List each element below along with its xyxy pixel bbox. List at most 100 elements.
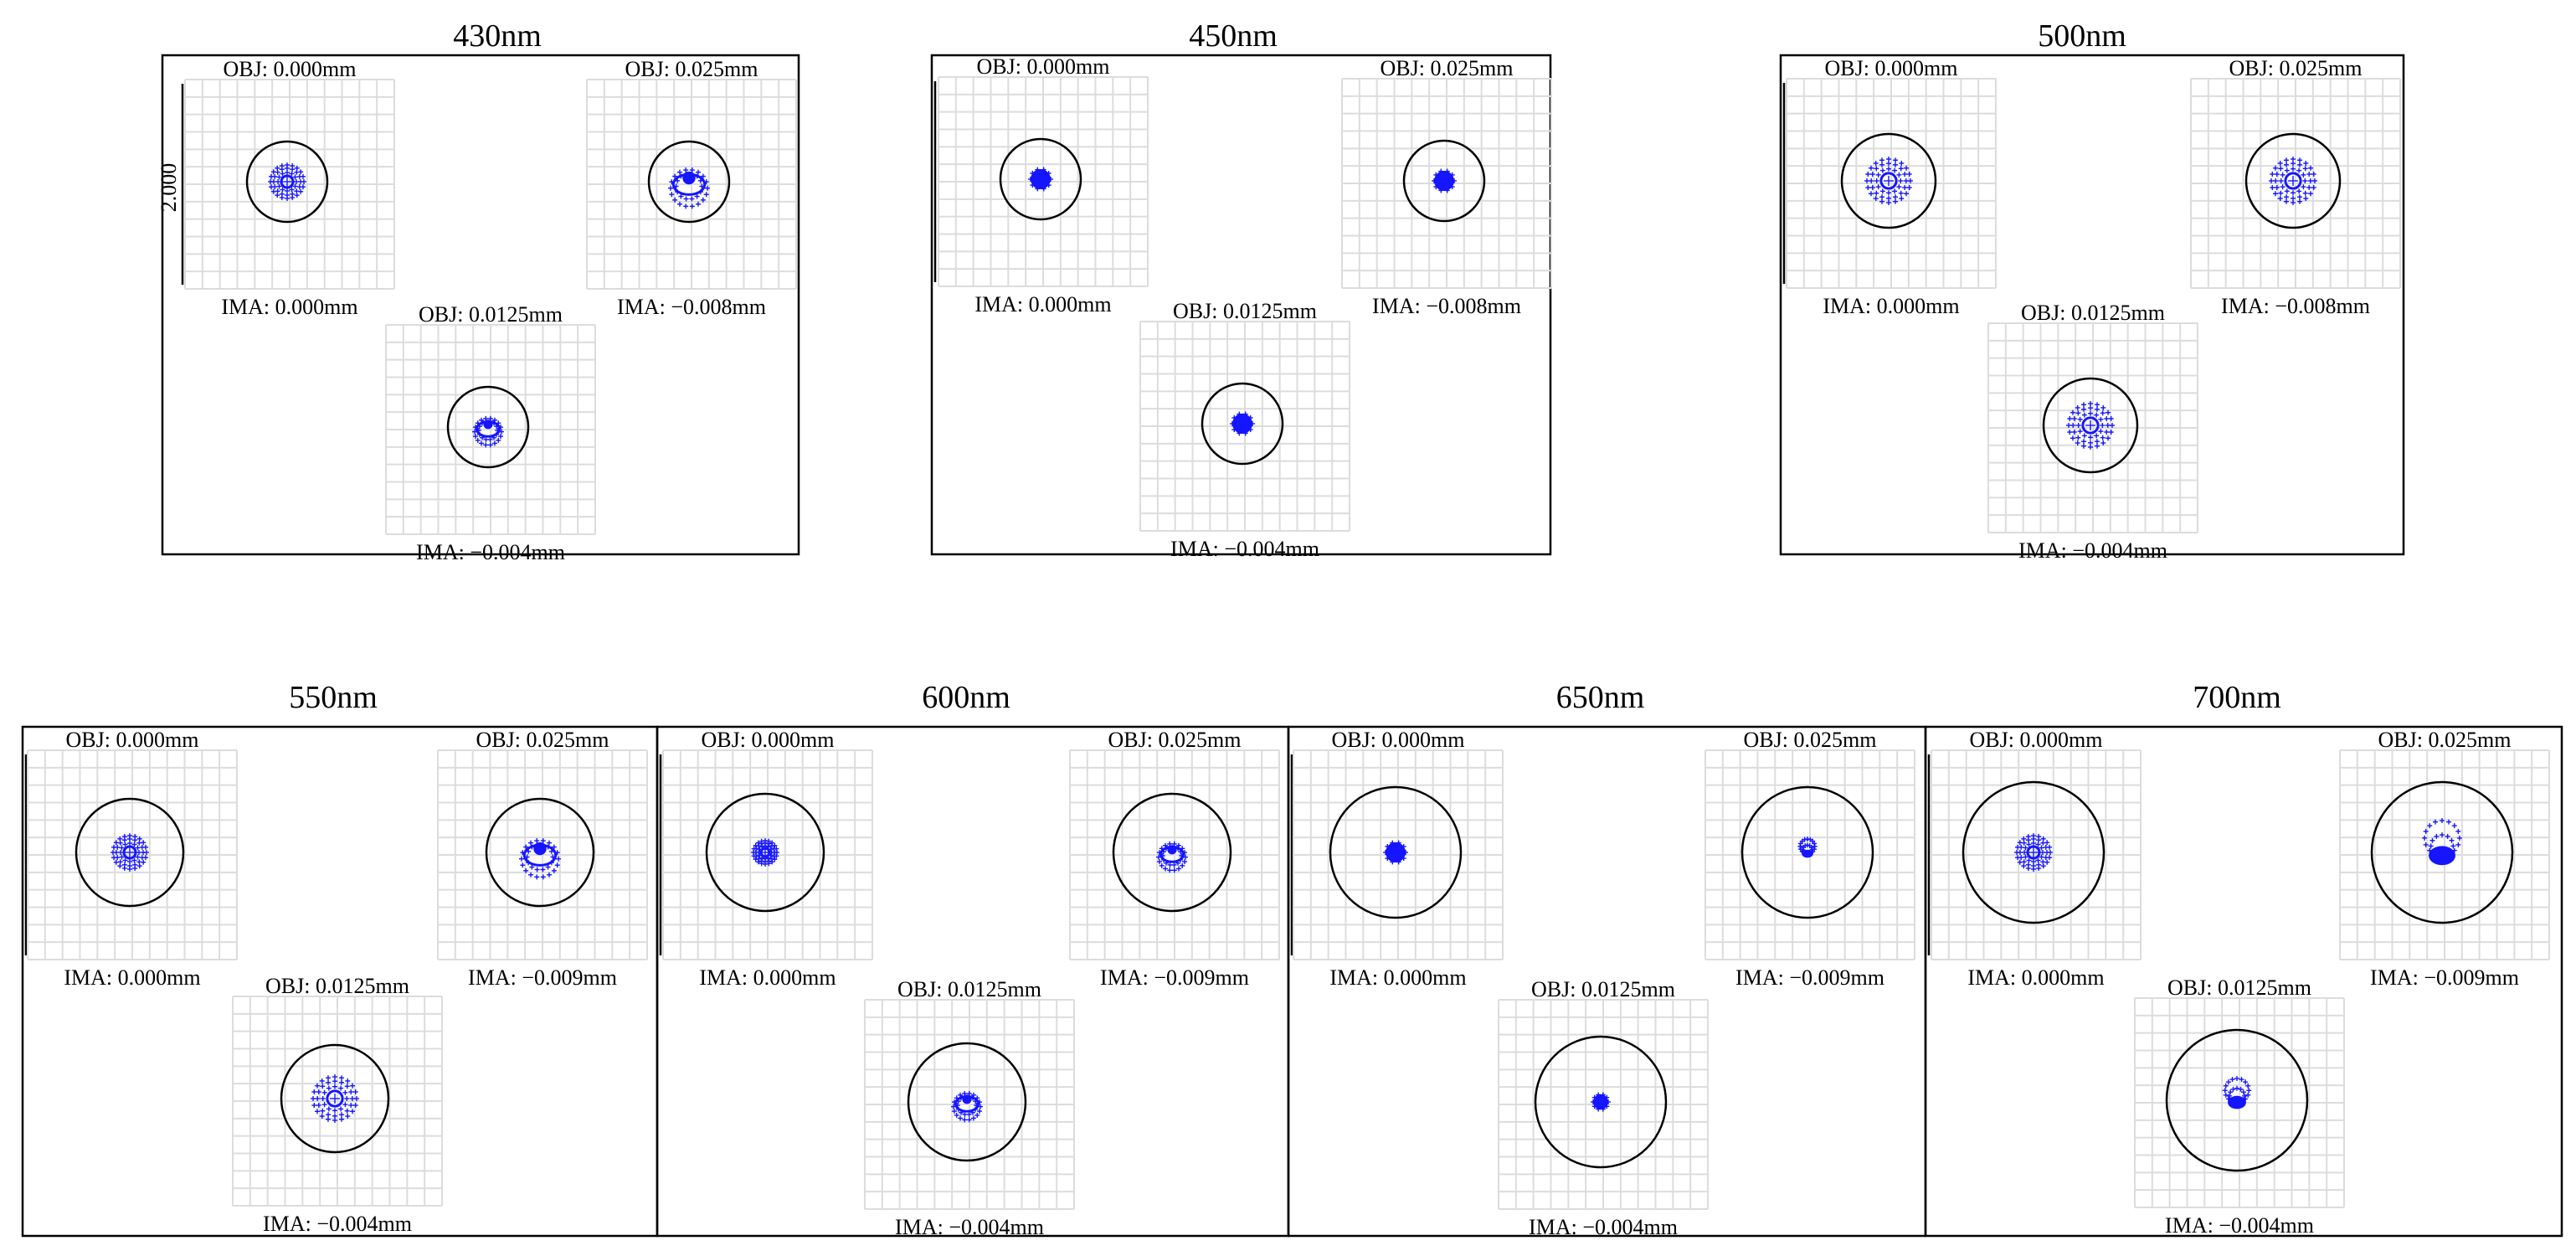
field-cell: OBJ: 0.025mm IMA: −0.008mm [586, 57, 797, 319]
airy-disk-circle [1534, 1035, 1668, 1169]
airy-disk-circle [2244, 132, 2342, 229]
image-height-label: IMA: −0.009mm [468, 965, 617, 990]
spot-panel-650nm: 650nm OBJ: 0.000mm IMA: 0.000mm OBJ: 0.025m… [1287, 680, 1927, 1239]
field-cell: OBJ: 0.025mm IMA: −0.008mm [2190, 56, 2401, 318]
object-field-label: OBJ: 0.025mm [1744, 728, 1877, 752]
field-cell: OBJ: 0.000mm IMA: 0.000mm [1786, 56, 1997, 318]
panel-frame [930, 54, 1552, 556]
field-cell: OBJ: 0.0125mm IMA: −0.004mm [1498, 977, 1709, 1239]
spot-pattern-dot-tiny [1591, 1092, 1611, 1112]
image-height-label: IMA: −0.004mm [2018, 538, 2167, 563]
field-cell: OBJ: 0.000mm IMA: 0.000mm [184, 57, 395, 319]
spot-pattern-round-medium [111, 833, 149, 872]
object-field-label: OBJ: 0.000mm [977, 54, 1110, 79]
image-height-label: IMA: −0.004mm [895, 1215, 1044, 1239]
spot-pattern-dot-small [1230, 411, 1255, 436]
spot-panel-500nm: 500nm OBJ: 0.000mm IMA: 0.000mm OBJ: 0.025m… [1779, 18, 2405, 563]
image-height-label: IMA: 0.000mm [64, 965, 200, 990]
spot-panel-430nm: 430nm OBJ: 0.000mm IMA: 0.000mm OBJ: 0.025m… [161, 18, 800, 564]
panel-title: 700nm [2193, 680, 2281, 715]
object-field-label: OBJ: 0.025mm [1381, 56, 1514, 80]
spot-pattern-coma-up-medium [2222, 1076, 2252, 1109]
airy-disk-circle [1402, 139, 1486, 223]
airy-disk-circle [446, 385, 530, 469]
spot-pattern-coma-down-small [472, 415, 504, 448]
spot-pattern-round-medium [268, 162, 306, 201]
panel-frame [1924, 725, 2563, 1238]
spot-pattern-coma-down-medium [519, 838, 561, 880]
spot-pattern-coma-down-small [951, 1090, 983, 1123]
airy-disk-circle [1740, 785, 1874, 919]
airy-disk-circle [705, 792, 825, 913]
field-cell: OBJ: 0.000mm IMA: 0.000mm [1931, 728, 2142, 990]
field-cell: OBJ: 0.0125mm IMA: −0.004mm [2134, 975, 2345, 1238]
image-height-label: IMA: −0.004mm [2165, 1213, 2314, 1238]
airy-disk-circle [1962, 780, 2106, 924]
panel-title: 500nm [2038, 18, 2126, 54]
object-field-label: OBJ: 0.025mm [625, 57, 758, 81]
spot-pattern-round-medium [2014, 833, 2053, 872]
field-cell: OBJ: 0.0125mm IMA: −0.004mm [385, 302, 596, 564]
field-cell: OBJ: 0.025mm IMA: −0.009mm [437, 728, 648, 990]
object-field-label: OBJ: 0.000mm [1332, 728, 1465, 752]
spot-pattern-dot-small [1028, 167, 1053, 192]
image-height-label: IMA: 0.000mm [1329, 965, 1466, 990]
field-cell: OBJ: 0.0125mm IMA: −0.004mm [232, 974, 443, 1236]
object-field-label: OBJ: 0.000mm [702, 728, 835, 752]
field-cell: OBJ: 0.000mm IMA: 0.000mm [1293, 728, 1504, 990]
airy-disk-circle [485, 797, 595, 908]
image-height-label: IMA: −0.004mm [416, 540, 565, 564]
spot-panel-450nm: 450nm OBJ: 0.000mm IMA: 0.000mm OBJ: 0.025m… [930, 18, 1552, 561]
spot-pattern-round-large [1864, 157, 1913, 205]
airy-disk-circle [647, 140, 731, 224]
image-height-label: IMA: 0.000mm [699, 965, 836, 990]
field-cell: OBJ: 0.0125mm IMA: −0.004mm [1987, 301, 2198, 563]
image-height-label: IMA: −0.004mm [1170, 537, 1319, 561]
object-field-label: OBJ: 0.025mm [2229, 56, 2363, 80]
field-cell: OBJ: 0.0125mm IMA: −0.004mm [1139, 299, 1350, 561]
airy-disk-circle [75, 797, 185, 908]
image-height-label: IMA: 0.000mm [974, 292, 1111, 317]
panel-title: 600nm [922, 680, 1010, 715]
object-field-label: OBJ: 0.025mm [1108, 728, 1242, 752]
airy-disk-circle [1201, 382, 1284, 466]
spot-pattern-dot-small [1383, 840, 1408, 865]
image-height-label: IMA: −0.004mm [1529, 1215, 1678, 1239]
field-cell: OBJ: 0.000mm IMA: 0.000mm [938, 54, 1149, 317]
airy-disk-circle [280, 1043, 390, 1154]
panel-title: 550nm [289, 680, 378, 715]
object-field-label: OBJ: 0.0125mm [2021, 301, 2165, 325]
field-cell: OBJ: 0.025mm IMA: −0.009mm [2339, 728, 2550, 990]
panel-frame [1779, 54, 2405, 556]
object-field-label: OBJ: 0.0125mm [1173, 299, 1317, 323]
airy-disk-circle [999, 137, 1082, 221]
object-field-label: OBJ: 0.000mm [1825, 56, 1958, 80]
object-field-label: OBJ: 0.000mm [1970, 728, 2103, 752]
spot-panel-550nm: 550nm OBJ: 0.000mm IMA: 0.000mm OBJ: 0.025m… [21, 680, 659, 1238]
field-cell: OBJ: 0.000mm IMA: 0.000mm [662, 728, 873, 990]
object-field-label: OBJ: 0.000mm [66, 728, 199, 752]
object-field-label: OBJ: 0.0125mm [419, 302, 563, 327]
object-field-label: OBJ: 0.0125mm [2167, 975, 2311, 1000]
spot-pattern-coma-down-small [1156, 841, 1188, 873]
spot-panel-600nm: 600nm OBJ: 0.000mm IMA: 0.000mm OBJ: 0.025m… [656, 680, 1290, 1239]
airy-disk-circle [1112, 792, 1232, 913]
airy-disk-circle [2370, 780, 2514, 924]
airy-disk-circle [2165, 1028, 2309, 1172]
scale-bar-label: 2.000 [157, 163, 181, 213]
spot-pattern-coma-up-small [1797, 836, 1818, 858]
object-field-label: OBJ: 0.025mm [476, 728, 609, 752]
panel-title: 650nm [1556, 680, 1645, 715]
spot-pattern-coma-down-medium [668, 167, 710, 209]
image-height-label: IMA: −0.008mm [1372, 294, 1521, 318]
field-cell: OBJ: 0.0125mm IMA: −0.004mm [864, 977, 1075, 1239]
field-cell: OBJ: 0.025mm IMA: −0.009mm [1069, 728, 1280, 990]
airy-disk-circle [1840, 132, 1937, 229]
spot-pattern-round-large [2269, 157, 2317, 205]
image-height-label: IMA: −0.008mm [617, 295, 766, 319]
object-field-label: OBJ: 0.025mm [2378, 728, 2512, 752]
image-height-label: IMA: −0.009mm [1735, 965, 1884, 990]
panel-title: 430nm [453, 18, 542, 54]
